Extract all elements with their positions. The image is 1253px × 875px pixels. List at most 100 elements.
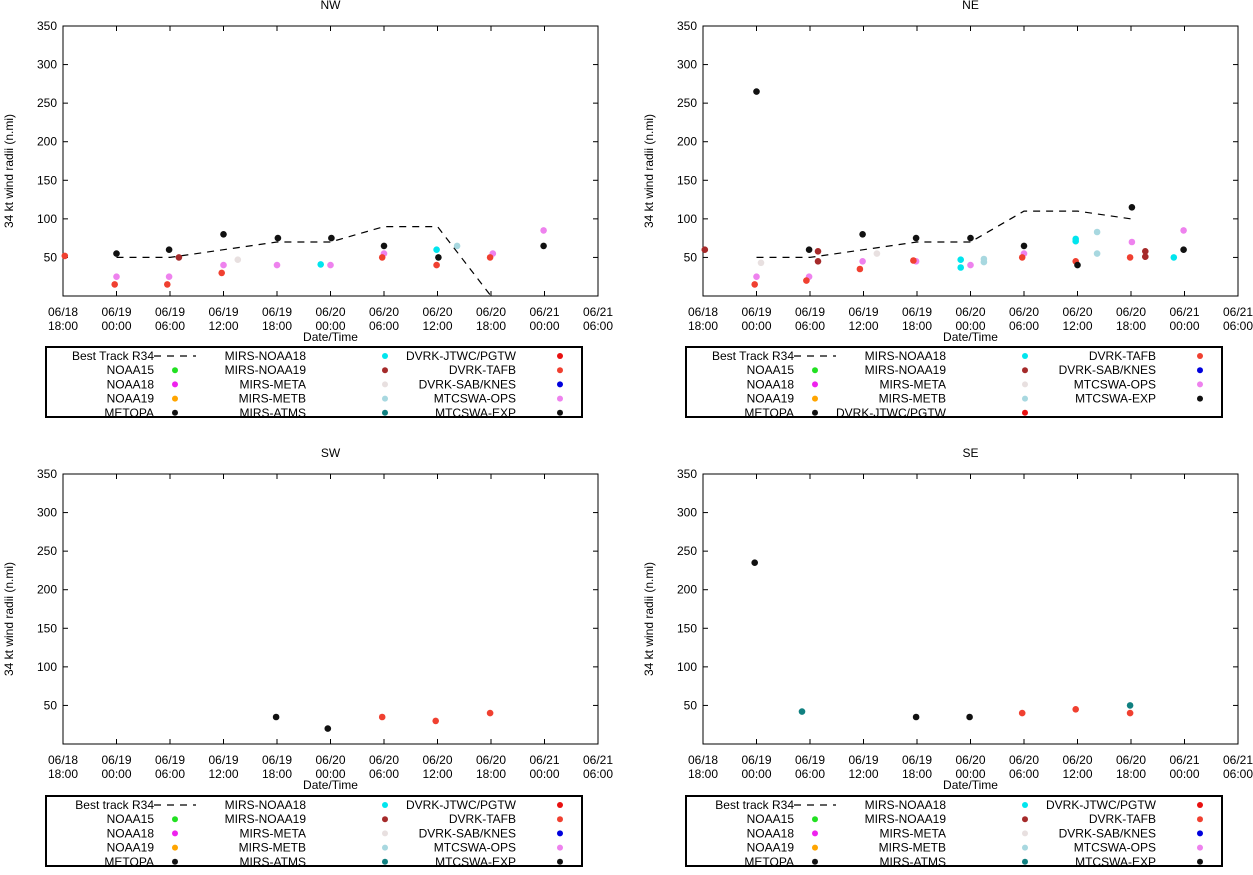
- y-tick-label: 50: [44, 698, 58, 712]
- legend-marker-mirs-metb: [1022, 844, 1028, 851]
- legend-marker-mirs-metb: [382, 844, 388, 851]
- point-mirs-noaa18: [957, 256, 964, 264]
- legend-label: METOPA: [104, 406, 154, 420]
- x-tick-label-time: 06:00: [583, 319, 613, 333]
- legend-marker-mtcswa-ops: [1197, 381, 1203, 388]
- y-tick-label: 200: [37, 583, 57, 597]
- x-tick-label-date: 06/19: [795, 753, 825, 767]
- legend-marker-mirs-atms: [382, 409, 388, 416]
- legend-label: METOPA: [744, 855, 794, 869]
- x-tick-label-date: 06/21: [1223, 305, 1253, 319]
- y-tick-label: 100: [677, 660, 697, 674]
- legend-label: MIRS-META: [880, 826, 946, 840]
- x-tick-label-time: 00:00: [1169, 319, 1199, 333]
- legend-marker-noaa19: [172, 844, 178, 851]
- point-dvrk-tafb: [111, 281, 118, 288]
- x-tick-label-date: 06/20: [476, 305, 506, 319]
- point-dvrk-tafb: [856, 265, 864, 273]
- point-mtcswa-exp: [1128, 204, 1136, 211]
- legend-label: MIRS-METB: [239, 841, 306, 855]
- point-mirs-noaa19: [814, 258, 822, 265]
- legend-marker-dvrk-tafb: [557, 816, 563, 823]
- legend-label: MTCSWA-EXP: [1075, 392, 1156, 406]
- x-tick-label-date: 06/20: [369, 305, 399, 319]
- panel-nw: NW5010015020025030035006/1818:0006/1900:…: [2, 0, 613, 420]
- legend-label: MIRS-META: [240, 377, 306, 391]
- x-tick-label-date: 06/21: [529, 753, 559, 767]
- legend-label: NOAA15: [747, 363, 795, 377]
- point-mtcswa-ops: [540, 227, 547, 234]
- legend-marker-noaa18: [172, 830, 178, 837]
- legend-marker-mirs-meta: [1022, 830, 1028, 837]
- x-tick-label-date: 06/19: [208, 753, 238, 767]
- x-tick-label-date: 06/21: [583, 305, 613, 319]
- y-tick-label: 200: [677, 583, 697, 597]
- panel-se: SE5010015020025030035006/1818:0006/1900:…: [642, 446, 1253, 869]
- point-mtcswa-exp: [966, 713, 973, 721]
- point-mirs-metb: [1093, 228, 1101, 236]
- x-tick-label-date: 06/19: [902, 305, 932, 319]
- x-tick-label-time: 00:00: [101, 767, 131, 781]
- legend-marker-noaa15: [172, 367, 178, 374]
- legend-marker-mirs-noaa18: [382, 353, 388, 359]
- legend-marker-metopa: [812, 409, 818, 416]
- legend-label: MIRS-NOAA19: [865, 363, 947, 377]
- plot-frame: [702, 473, 1239, 745]
- x-tick-label-date: 06/19: [795, 305, 825, 319]
- legend-marker-noaa19: [812, 844, 818, 851]
- point-mtcswa-exp: [272, 713, 280, 721]
- point-mtcswa-ops: [165, 273, 173, 281]
- x-tick-label-time: 00:00: [741, 767, 771, 781]
- x-tick-label-time: 00:00: [529, 319, 559, 333]
- legend-marker-metopa: [172, 858, 178, 865]
- legend-label: MIRS-ATMS: [240, 855, 306, 869]
- legend-label: NOAA15: [107, 363, 155, 377]
- y-tick-label: 50: [684, 698, 698, 712]
- x-tick-label-date: 06/19: [262, 753, 292, 767]
- x-tick-label-date: 06/20: [369, 753, 399, 767]
- x-tick-label-date: 06/18: [688, 753, 718, 767]
- x-tick-label-date: 06/19: [101, 753, 131, 767]
- legend-frame: [685, 346, 1223, 418]
- legend-marker-mirs-meta: [1022, 381, 1028, 388]
- legend-label: NOAA19: [107, 392, 155, 406]
- y-axis-label: 34 kt wind radii (n.mi): [642, 562, 656, 676]
- legend-marker-dvrk-sab-knes: [557, 381, 563, 388]
- x-tick-label-time: 18:00: [1116, 319, 1146, 333]
- point-mtcswa-exp: [805, 246, 813, 253]
- x-tick-label-time: 06:00: [155, 319, 185, 333]
- point-mirs-noaa19: [814, 248, 822, 255]
- y-tick-label: 350: [37, 19, 57, 33]
- x-tick-label-date: 06/20: [955, 305, 985, 319]
- legend-marker-dvrk-sab-knes: [1197, 830, 1203, 837]
- point-dvrk-tafb: [218, 269, 225, 277]
- y-tick-label: 50: [44, 250, 58, 264]
- legend-label: DVRK-SAB/KNES: [419, 377, 516, 391]
- legend-marker-noaa15: [172, 816, 178, 823]
- point-dvrk-tafb: [61, 252, 69, 260]
- legend-label: MIRS-ATMS: [880, 855, 946, 869]
- legend-marker-mtcswa-exp: [557, 409, 563, 416]
- point-dvrk-tafb: [378, 713, 386, 721]
- point-dvrk-tafb: [486, 254, 494, 261]
- legend-label: Best Track R34: [712, 349, 794, 363]
- legend-marker-mirs-noaa19: [382, 816, 388, 823]
- legend-marker-mtcswa-exp: [1197, 395, 1203, 402]
- point-mtcswa-ops: [113, 273, 120, 281]
- x-tick-label-time: 12:00: [1062, 767, 1092, 781]
- legend-marker-noaa19: [172, 395, 178, 402]
- legend-marker-dvrk-tafb: [557, 367, 563, 374]
- legend-marker-mirs-noaa19: [1022, 816, 1028, 823]
- y-tick-label: 150: [37, 173, 57, 187]
- point-mtcswa-ops: [327, 261, 334, 269]
- x-tick-label-date: 06/19: [208, 305, 238, 319]
- legend-label: MIRS-META: [880, 377, 946, 391]
- legend-marker-mirs-atms: [1022, 858, 1028, 865]
- x-tick-label-time: 06:00: [795, 319, 825, 333]
- x-tick-label-time: 00:00: [1169, 767, 1199, 781]
- chart-title: NW: [321, 0, 342, 12]
- chart-title: SE: [962, 446, 978, 460]
- x-tick-label-time: 06:00: [155, 767, 185, 781]
- plot-frame: [702, 25, 1239, 297]
- legend: Best track R34 MIRS-NOAA18 DVRK-JTWC/PGTW N…: [45, 795, 583, 869]
